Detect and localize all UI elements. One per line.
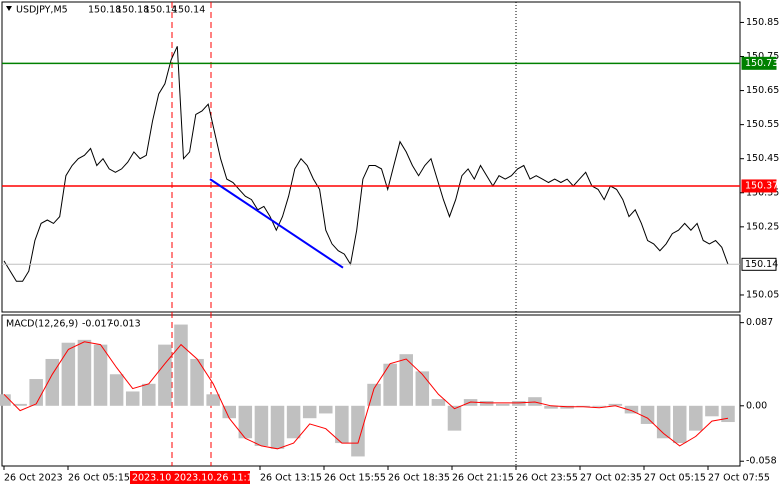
x-tick-label: 26 Oct 15:55 (324, 473, 386, 484)
macd-bar (608, 403, 623, 406)
marker-label: 2023.10. (132, 473, 174, 484)
macd-bar (705, 405, 719, 417)
macd-bar (93, 344, 108, 406)
macd-bar (689, 405, 703, 431)
level-box (741, 179, 777, 193)
macd-bar (158, 344, 172, 406)
macd-bar (335, 405, 349, 444)
x-tick-label: 26 Oct 13:15 (260, 473, 322, 484)
macd-bar (479, 401, 494, 406)
macd-bar (383, 363, 397, 406)
x-tick-label: 27 Oct 02:35 (580, 473, 642, 484)
level-label: 150.37 (745, 180, 778, 191)
y-tick-label: 150.45 (746, 153, 779, 164)
macd-bar (238, 405, 253, 439)
macd-bar (415, 371, 430, 406)
macd-bar (0, 394, 11, 406)
x-tick-label: 26 Oct 18:35 (388, 473, 450, 484)
macd-bar (319, 405, 333, 414)
macd-title: MACD(12,26,9) (6, 319, 78, 330)
macd-bar (270, 405, 285, 449)
macd-bar (61, 342, 76, 406)
level-box (741, 56, 777, 70)
macd-bar (206, 394, 220, 406)
macd-bar (45, 358, 60, 406)
x-tick-label: 26 Oct 05:15 (68, 473, 130, 484)
macd-bar (29, 379, 43, 406)
x-tick-label: 27 Oct 07:55 (708, 473, 770, 484)
ohlc-value: 150.14 (172, 5, 205, 16)
macd-readout: -0.017 (82, 319, 113, 330)
macd-readout: -0.013 (110, 319, 141, 330)
price-frame (1, 1, 741, 313)
marker-label: 2023.10.26 11:15 (174, 473, 259, 484)
macd-bar (399, 354, 413, 406)
price-line (3, 46, 729, 282)
macd-bar (528, 397, 542, 406)
level-label: 150.73 (745, 58, 778, 69)
macd-bar (544, 405, 558, 409)
symbol-title: USDJPY,M5 (16, 5, 68, 16)
macd-bar (174, 324, 188, 406)
ohlc-value: 150.18 (116, 5, 149, 16)
y-tick-label: -0.058 (746, 456, 777, 467)
macd-bar (431, 399, 446, 406)
ohlc-value: 150.14 (144, 5, 177, 16)
macd-bar (222, 405, 237, 419)
marker-box (130, 471, 172, 484)
x-tick-label: 26 Oct 21:15 (452, 473, 514, 484)
level-box (741, 257, 777, 271)
macd-frame (1, 314, 741, 467)
macd-bar (721, 405, 735, 423)
y-tick-label: 150.55 (746, 119, 779, 130)
y-tick-label: 150.65 (746, 85, 779, 96)
macd-bar (109, 374, 124, 406)
macd-bar (286, 405, 301, 439)
macd-bar (254, 405, 269, 446)
level-label: 150.14 (745, 259, 778, 270)
macd-bar (624, 405, 639, 414)
y-tick-label: 150.85 (746, 17, 779, 28)
y-tick-label: 150.75 (746, 51, 779, 62)
macd-bar (640, 405, 655, 424)
x-tick-label: 26 Oct 2023 (4, 473, 63, 484)
macd-bar (13, 403, 27, 406)
macd-bar (447, 405, 462, 431)
macd-bar (125, 391, 140, 406)
x-tick-label: 27 Oct 05:15 (644, 473, 706, 484)
macd-bar (351, 405, 365, 457)
macd-bar (560, 405, 574, 409)
y-tick-label: 150.25 (746, 221, 779, 232)
trend-line (209, 178, 344, 269)
macd-bar (77, 339, 92, 406)
y-tick-label: 150.05 (746, 289, 779, 300)
macd-bar (142, 383, 156, 406)
macd-bar (672, 405, 687, 444)
marker-box (172, 471, 250, 484)
macd-bar (190, 358, 204, 406)
y-tick-label: 0.087 (746, 317, 773, 328)
y-tick-label: 0.00 (746, 400, 767, 411)
signal-line (3, 341, 729, 450)
macd-bar (592, 405, 607, 407)
macd-bar (512, 401, 526, 406)
macd-bar (495, 403, 510, 406)
ohlc-value: 150.18 (88, 5, 121, 16)
macd-bar (367, 383, 381, 406)
y-tick-label: 150.35 (746, 187, 779, 198)
header-arrow (6, 6, 12, 11)
x-tick-label: 26 Oct 23:55 (516, 473, 578, 484)
macd-bar (302, 405, 317, 419)
